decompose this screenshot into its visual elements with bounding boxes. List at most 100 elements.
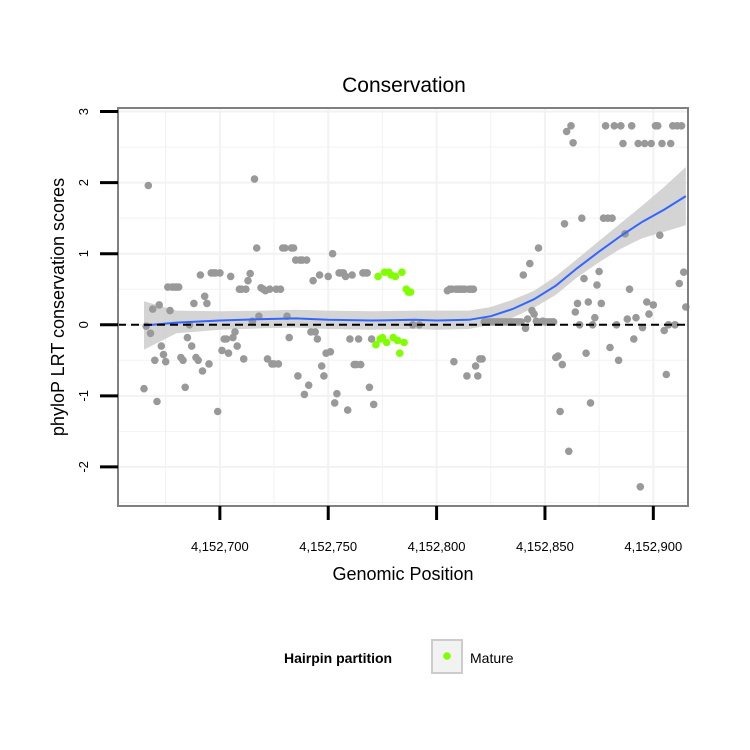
data-point [619, 139, 627, 148]
data-point [597, 299, 606, 308]
data-point [647, 139, 655, 148]
data-point-mature [395, 349, 404, 358]
data-point [580, 274, 588, 283]
data-point [450, 357, 458, 366]
data-point [174, 283, 183, 291]
data-point [677, 122, 686, 130]
data-point [200, 292, 209, 301]
x-tick-label: 4,152,750 [299, 539, 357, 554]
data-point [645, 310, 653, 318]
data-point [328, 249, 337, 258]
data-point [229, 333, 237, 342]
data-point [567, 122, 575, 130]
data-point [181, 383, 189, 392]
data-point [343, 406, 352, 414]
legend-entry-mature: Mature [470, 650, 514, 666]
data-point [591, 313, 599, 322]
data-point [640, 139, 649, 148]
data-point [265, 285, 274, 294]
data-point [356, 360, 365, 369]
data-point-mature [400, 338, 408, 347]
y-tick-label: -1 [76, 390, 91, 402]
x-tick-label: 4,152,800 [408, 539, 466, 554]
data-point [281, 244, 289, 252]
data-point [346, 335, 354, 343]
data-point [660, 326, 668, 335]
data-point [348, 271, 356, 279]
data-point [246, 269, 254, 278]
data-point [606, 343, 614, 352]
data-point [554, 352, 562, 360]
data-point [341, 272, 350, 281]
smooth-line-layer [143, 195, 687, 327]
data-point [634, 139, 642, 148]
data-point [666, 139, 675, 148]
data-point [636, 483, 645, 491]
data-point [519, 271, 528, 279]
data-point [153, 397, 161, 406]
confidence-ribbon [144, 167, 686, 350]
data-point [653, 122, 662, 130]
data-point [617, 122, 625, 130]
data-point [183, 333, 192, 342]
confidence-ribbon-layer [144, 167, 686, 350]
data-point [300, 390, 309, 399]
data-point [294, 372, 302, 380]
data-point-mature [391, 272, 400, 281]
data-point [324, 272, 333, 281]
data-point [289, 244, 298, 252]
data-point [365, 383, 374, 392]
data-point [526, 259, 534, 268]
data-point [675, 279, 684, 288]
data-point [155, 301, 163, 309]
y-tick-label: 0 [76, 321, 91, 328]
data-point [474, 372, 482, 380]
data-point [614, 356, 623, 365]
data-point [320, 372, 328, 380]
data-point [274, 360, 283, 368]
data-point [471, 362, 480, 370]
data-point [302, 256, 311, 264]
data-point [643, 298, 651, 306]
data-point [309, 276, 317, 285]
data-point [239, 355, 248, 363]
data-point [409, 321, 417, 329]
data-point-mature [382, 338, 391, 347]
data-point-mature [406, 288, 415, 296]
data-point [242, 285, 250, 294]
data-point [285, 333, 294, 342]
data-point [578, 214, 586, 222]
data-point [369, 400, 378, 409]
y-axis: -2 -1 0 1 2 3 [76, 108, 118, 473]
data-point [649, 301, 658, 309]
mature-points-layer [372, 268, 415, 358]
legend: Hairpin partition Mature [284, 639, 514, 674]
data-point [311, 328, 320, 336]
data-point [222, 335, 231, 343]
data-point [560, 220, 569, 228]
data-point [333, 389, 341, 398]
data-point [315, 271, 324, 279]
data-point [231, 328, 239, 336]
data-point [610, 122, 619, 130]
x-axis-title: Genomic Position [332, 564, 473, 584]
data-point-mature [378, 333, 387, 342]
data-point [571, 308, 580, 316]
data-point [326, 348, 335, 356]
x-tick-label: 4,152,700 [191, 539, 249, 554]
data-point [146, 329, 155, 338]
legend-key-mature-dot [443, 652, 451, 660]
y-axis-title: phyloP LRT conservation scores [48, 178, 68, 436]
data-point [627, 122, 636, 130]
y-tick-label: -2 [76, 461, 91, 473]
data-point [523, 315, 532, 323]
data-point [565, 447, 573, 456]
data-point [363, 269, 372, 277]
data-point [263, 355, 272, 363]
data-point [330, 399, 339, 407]
data-point [593, 281, 601, 289]
legend-key-box [431, 639, 463, 674]
data-point [367, 335, 376, 343]
data-point-mature [393, 336, 402, 345]
